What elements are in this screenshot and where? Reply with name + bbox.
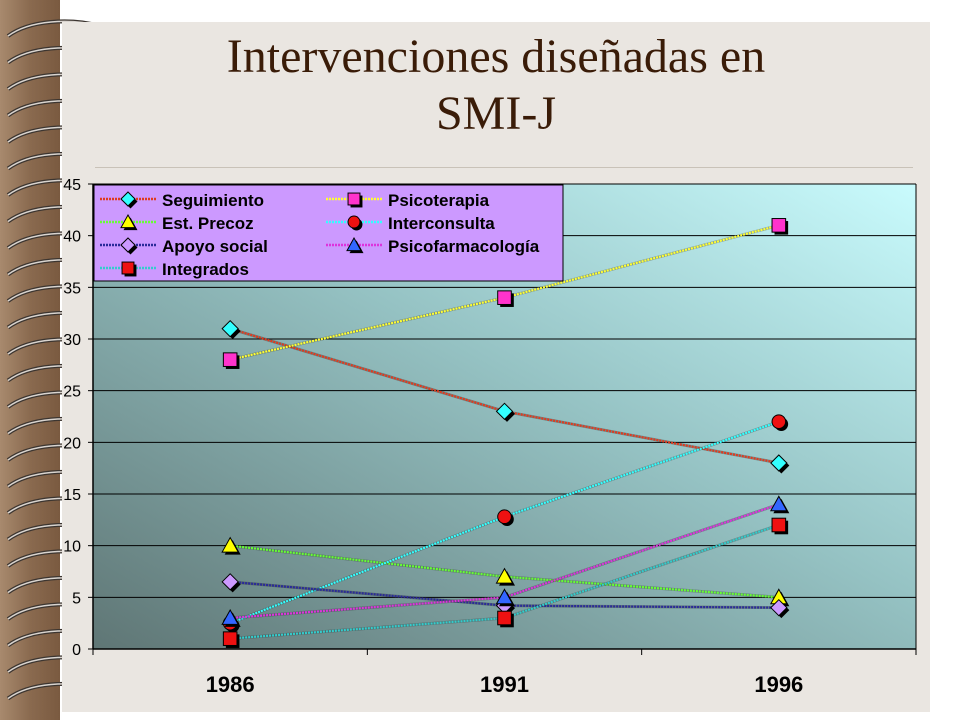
title-divider [95, 167, 913, 168]
legend-entry: Interconsulta [326, 214, 495, 233]
series-6 [221, 495, 790, 627]
data-point [221, 608, 241, 627]
legend-entry: Psicofarmacología [326, 236, 540, 256]
legend-marker [121, 261, 137, 277]
legend-entry: Apoyo social [100, 237, 268, 256]
data-point [771, 517, 789, 535]
series-layer [221, 218, 790, 648]
data-point [222, 631, 240, 648]
series-line [230, 580, 779, 609]
y-tick-label: 15 [63, 487, 81, 504]
legend-entry: Seguimiento [100, 191, 264, 210]
data-point [770, 454, 790, 474]
data-point [770, 598, 790, 619]
legend-label: Psicofarmacología [388, 237, 540, 256]
legend-label: Psicoterapia [388, 191, 490, 210]
legend-marker [120, 191, 138, 209]
y-tick-label: 5 [72, 590, 81, 607]
y-tick-label: 30 [63, 332, 81, 349]
x-tick-label: 1991 [480, 672, 529, 697]
legend-entry: Est. Precoz [100, 213, 254, 233]
data-point [495, 567, 515, 586]
legend-label: Integrados [162, 260, 249, 279]
data-point [497, 610, 514, 628]
data-point [497, 509, 514, 527]
data-point [497, 290, 514, 307]
legend-marker [346, 236, 364, 254]
y-tick-label: 40 [63, 229, 81, 246]
y-tick-label: 25 [63, 384, 81, 401]
legend-label: Apoyo social [162, 237, 268, 256]
data-point [771, 414, 789, 431]
legend-label: Interconsulta [388, 214, 495, 233]
legend-entry: Integrados [100, 260, 249, 279]
legend-marker [120, 213, 138, 231]
data-point [221, 573, 241, 593]
y-tick-label: 10 [63, 539, 81, 556]
binding-strip [0, 0, 60, 720]
axes: 0 5 10 15 20 25 30 35 40 45 1986 1991 1996 [63, 177, 917, 697]
data-point [771, 218, 789, 235]
title-line-2: SMI-J [435, 87, 557, 140]
series-line [230, 503, 780, 620]
y-tick-label: 35 [63, 280, 81, 297]
data-point [495, 588, 515, 607]
legend-entry: Psicoterapia [326, 191, 490, 210]
title-line-1: Intervenciones diseñadas en [226, 30, 766, 83]
data-point [221, 536, 241, 555]
series-3 [221, 536, 790, 607]
data-point [769, 495, 790, 514]
series-line [230, 523, 780, 640]
data-point [495, 402, 515, 422]
y-tick-label: 20 [63, 435, 81, 452]
legend-marker [120, 237, 138, 255]
series-2 [222, 218, 789, 369]
x-tick-label: 1986 [206, 672, 255, 697]
x-tick-label: 1996 [754, 672, 803, 697]
data-point [222, 352, 240, 369]
series-line [229, 224, 780, 361]
legend-label: Est. Precoz [162, 214, 254, 233]
legend-box [93, 184, 564, 282]
legend: Seguimiento Psicoterapia Est. Precoz Interc… [93, 184, 564, 282]
series-7 [222, 517, 789, 648]
legend-label: Seguimiento [162, 191, 264, 210]
y-tick-label: 45 [63, 177, 81, 194]
data-point [221, 319, 241, 340]
legend-marker [347, 215, 363, 231]
page-title: Intervenciones diseñadas en SMI-J [62, 28, 930, 142]
legend-marker [347, 192, 363, 208]
y-tick-label: 0 [72, 642, 81, 659]
series-1 [221, 319, 790, 474]
